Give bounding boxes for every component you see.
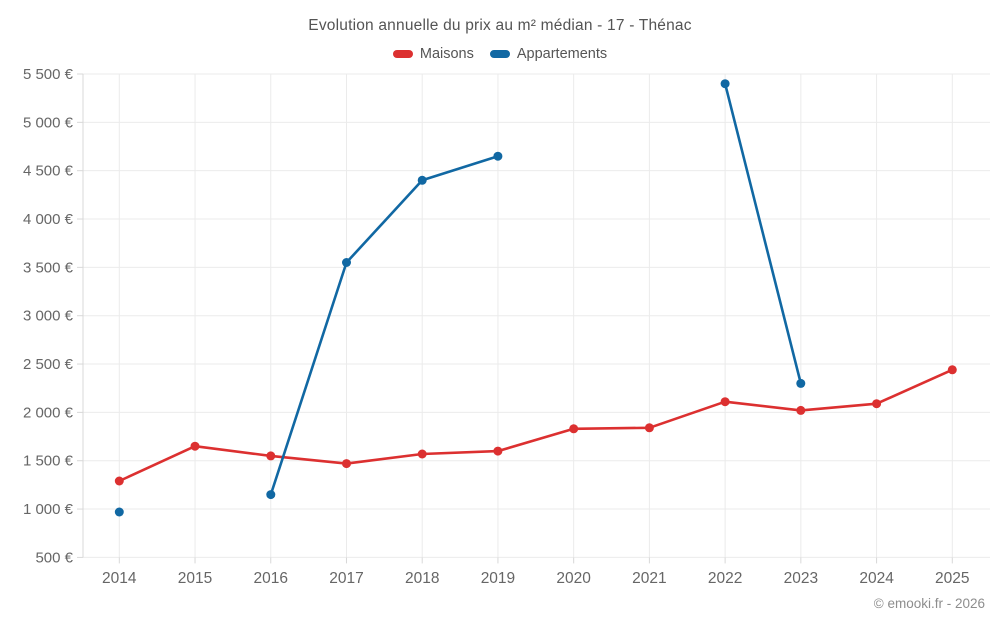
- maisons-data-point: [644, 423, 654, 433]
- appartements-data-point: [493, 151, 503, 161]
- y-tick-label: 2 000 €: [23, 404, 74, 421]
- axes: [77, 73, 953, 564]
- y-tick-label: 4 000 €: [23, 211, 74, 228]
- maisons-data-point: [569, 424, 579, 434]
- y-tick-label: 500 €: [35, 549, 73, 566]
- appartements-swatch-icon: [489, 50, 510, 58]
- maisons-data-point: [493, 446, 503, 456]
- x-tick-label: 2024: [859, 570, 894, 587]
- x-tick-label: 2014: [102, 570, 137, 587]
- appartements-data-point: [342, 258, 351, 267]
- x-tick-label: 2015: [178, 570, 212, 587]
- series-appartements: [114, 79, 806, 517]
- legend-label-maisons: Maisons: [419, 46, 474, 62]
- appartements-line: [269, 82, 803, 496]
- x-tick-label: 2021: [632, 570, 666, 587]
- x-tick-label: 2023: [784, 570, 818, 587]
- maisons-data-point: [720, 397, 730, 407]
- maisons-data-point: [190, 441, 200, 451]
- legend-item-appartements[interactable]: Appartements: [489, 46, 608, 62]
- x-tick-label: 2020: [556, 570, 591, 587]
- maisons-line: [118, 368, 954, 483]
- maisons-data-point: [947, 365, 957, 375]
- appartements-data-point: [796, 378, 806, 388]
- series-maisons: [114, 365, 957, 486]
- appartements-data-point: [266, 490, 276, 500]
- maisons-data-point: [342, 459, 351, 469]
- x-tick-label: 2022: [708, 570, 742, 587]
- maisons-swatch-icon: [392, 50, 413, 58]
- appartements-data-point: [114, 507, 124, 517]
- y-tick-label: 5 500 €: [23, 66, 74, 83]
- y-tick-label: 1 000 €: [23, 501, 74, 518]
- appartements-data-point: [720, 79, 730, 89]
- chart-title: Evolution annuelle du prix au m² médian …: [308, 17, 692, 34]
- x-tick-label: 2019: [481, 570, 515, 587]
- maisons-data-point: [796, 405, 806, 415]
- x-tick-label: 2017: [329, 570, 363, 587]
- y-tick-label: 3 000 €: [23, 308, 74, 325]
- y-tick-label: 4 500 €: [23, 163, 74, 180]
- maisons-data-point: [872, 399, 882, 409]
- copyright-watermark: © emooki.fr - 2026: [873, 596, 985, 611]
- appartements-data-point: [417, 175, 427, 185]
- chart-legend: Maisons Appartements: [0, 46, 1000, 62]
- maisons-data-point: [417, 449, 427, 459]
- legend-item-maisons[interactable]: Maisons: [392, 46, 474, 62]
- y-tick-label: 3 500 €: [23, 259, 74, 276]
- maisons-data-point: [114, 476, 124, 486]
- maisons-data-point: [266, 451, 276, 461]
- y-tick-label: 1 500 €: [23, 453, 74, 470]
- legend-label-appartements: Appartements: [516, 46, 608, 62]
- x-tick-label: 2016: [254, 570, 288, 587]
- grid-lines: [83, 73, 990, 558]
- y-tick-label: 5 000 €: [23, 114, 74, 131]
- x-tick-label: 2018: [405, 570, 439, 587]
- axis-labels: 500 € 1 000 € 1 500 € 2 000 € 2 500 € 3 000 €…: [23, 66, 970, 587]
- y-tick-label: 2 500 €: [23, 356, 74, 373]
- x-tick-label: 2025: [935, 570, 969, 587]
